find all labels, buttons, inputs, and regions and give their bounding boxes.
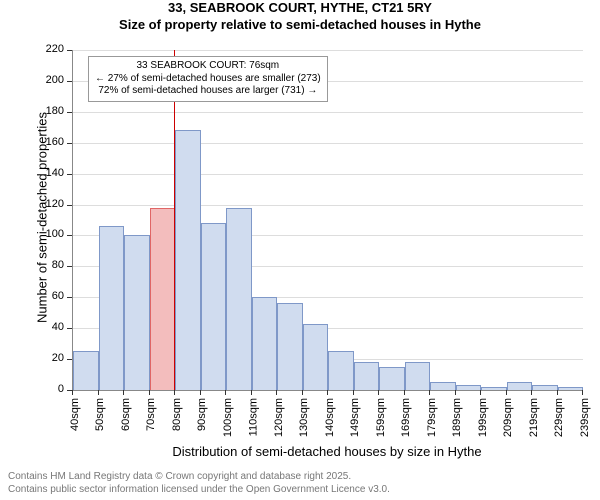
annotation-box: 33 SEABROOK COURT: 76sqm ← 27% of semi-d… [88, 56, 328, 102]
chart-container: 33, SEABROOK COURT, HYTHE, CT21 5RY Size… [0, 0, 600, 500]
histogram-bar [124, 235, 150, 390]
histogram-bar [99, 226, 125, 390]
gridline [73, 174, 583, 175]
histogram-bar [430, 382, 456, 390]
y-axis-label: Number of semi-detached properties [35, 78, 50, 358]
annotation-line: 72% of semi-detached houses are larger (… [95, 85, 321, 98]
annotation-line: ← 27% of semi-detached houses are smalle… [95, 73, 321, 86]
histogram-bar [405, 362, 431, 390]
histogram-bar [507, 382, 533, 390]
chart-title: 33, SEABROOK COURT, HYTHE, CT21 5RY Size… [0, 0, 600, 34]
histogram-bar [379, 367, 405, 390]
histogram-bar [456, 385, 482, 390]
histogram-bar [201, 223, 227, 390]
title-line1: 33, SEABROOK COURT, HYTHE, CT21 5RY [0, 0, 600, 17]
histogram-bar [354, 362, 380, 390]
histogram-bar [73, 351, 99, 390]
annotation-line: 33 SEABROOK COURT: 76sqm [95, 60, 321, 73]
histogram-bar [226, 208, 252, 390]
gridline [73, 205, 583, 206]
histogram-bar [175, 130, 201, 390]
histogram-bar [532, 385, 558, 390]
histogram-bar [252, 297, 278, 390]
histogram-bar [303, 324, 329, 390]
footer-attribution: Contains HM Land Registry data © Crown c… [8, 471, 390, 496]
footer-line: Contains HM Land Registry data © Crown c… [8, 471, 390, 484]
x-axis-label: Distribution of semi-detached houses by … [72, 444, 582, 459]
histogram-bar [558, 387, 584, 390]
footer-line: Contains public sector information licen… [8, 484, 390, 497]
histogram-bar [328, 351, 354, 390]
gridline [73, 112, 583, 113]
gridline [73, 50, 583, 51]
histogram-bar [481, 387, 507, 390]
histogram-bar [277, 303, 303, 390]
title-line2: Size of property relative to semi-detach… [0, 17, 600, 34]
histogram-bar [150, 208, 176, 390]
gridline [73, 143, 583, 144]
gridline [73, 390, 583, 391]
